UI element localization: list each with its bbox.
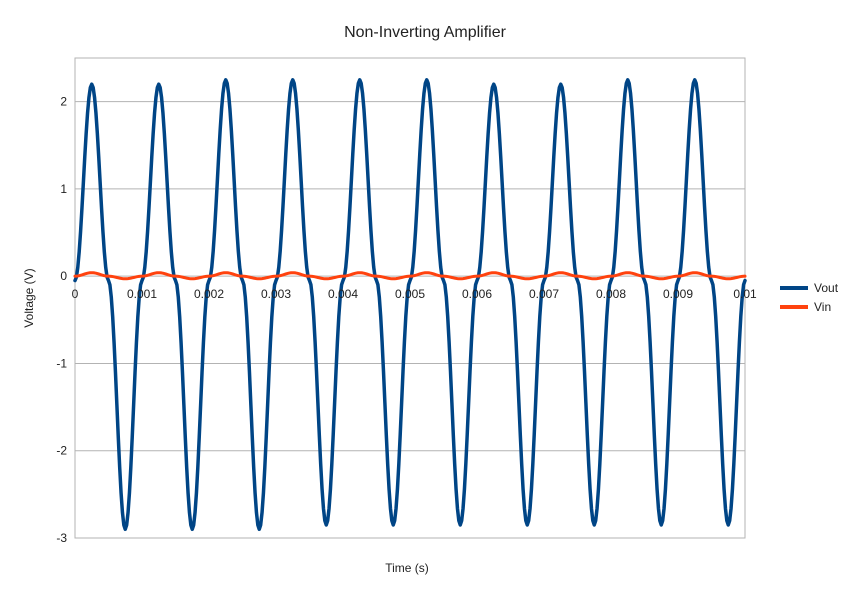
x-tick-label: 0.004 bbox=[328, 287, 358, 301]
series-line-vout bbox=[73, 78, 747, 532]
x-tick-label: 0 bbox=[72, 287, 79, 301]
y-tick-label: -2 bbox=[56, 444, 67, 458]
grid-lines bbox=[75, 101, 745, 539]
y-tick-label: 1 bbox=[60, 182, 67, 196]
legend-label: Vout bbox=[814, 281, 839, 295]
x-tick-label: 0.001 bbox=[127, 287, 157, 301]
y-tick-label: 0 bbox=[60, 269, 67, 283]
x-tick-label: 0.006 bbox=[462, 287, 492, 301]
y-axis-label: Voltage (V) bbox=[22, 268, 36, 327]
x-tick-label: 0.01 bbox=[733, 287, 757, 301]
x-tick-label: 0.007 bbox=[529, 287, 559, 301]
x-axis-ticks: 0 0.001 0.002 0.003 0.004 0.005 0.006 0.007 0.00… bbox=[72, 287, 757, 301]
y-tick-label: -1 bbox=[56, 356, 67, 370]
x-tick-label: 0.008 bbox=[596, 287, 626, 301]
x-tick-label: 0.005 bbox=[395, 287, 425, 301]
legend-label: Vin bbox=[814, 300, 831, 314]
x-tick-label: 0.003 bbox=[261, 287, 291, 301]
series-lines bbox=[73, 78, 747, 532]
y-tick-label: -3 bbox=[56, 531, 67, 545]
legend: Vout Vin bbox=[780, 281, 839, 314]
y-axis-ticks: -3 -2 -1 0 1 2 bbox=[56, 95, 67, 545]
x-tick-label: 0.009 bbox=[663, 287, 693, 301]
x-axis-label: Time (s) bbox=[385, 561, 429, 575]
series-line-vin bbox=[73, 271, 747, 281]
y-tick-label: 2 bbox=[60, 95, 67, 109]
x-tick-label: 0.002 bbox=[194, 287, 224, 301]
chart-title: Non-Inverting Amplifier bbox=[344, 24, 507, 41]
